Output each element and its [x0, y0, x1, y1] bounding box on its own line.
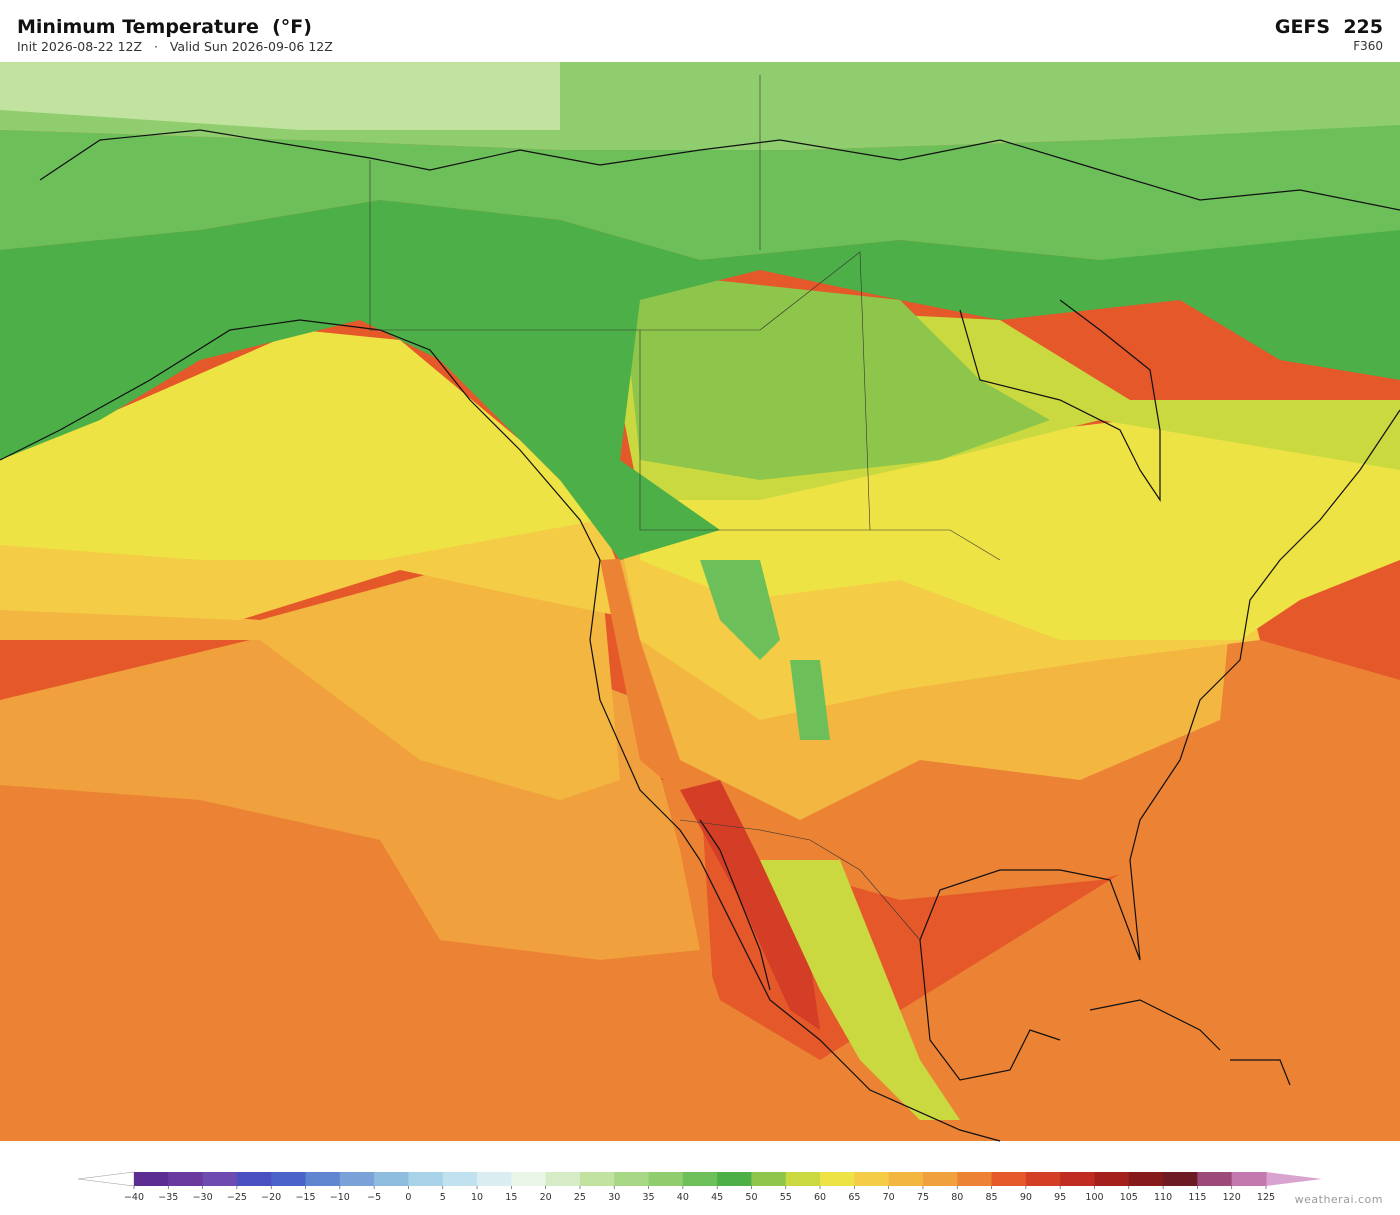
temperature-field — [0, 62, 1400, 1141]
colorbar-swatch — [991, 1172, 1027, 1186]
borders — [369, 75, 1001, 941]
colorbar-tick-label: 125 — [1257, 1192, 1275, 1203]
colorbar-swatch — [271, 1172, 307, 1186]
colorbar-swatch — [477, 1172, 512, 1186]
colorbar-tick-label: 55 — [780, 1192, 792, 1203]
colorbar-tick-label: −35 — [158, 1192, 178, 1203]
colorbar-swatch — [579, 1172, 615, 1186]
colorbar-tick-label: 35 — [642, 1192, 654, 1203]
colorbar-swatch — [168, 1172, 204, 1186]
map-title: Minimum Temperature (°F) — [17, 16, 312, 38]
colorbar-swatch — [614, 1172, 650, 1186]
colorbar-swatch — [236, 1172, 272, 1186]
colorbar-swatch — [1163, 1172, 1198, 1186]
colorbar-tick-label: 65 — [848, 1192, 860, 1203]
colorbar-swatch — [1025, 1172, 1061, 1186]
colorbar-tick-label: 85 — [986, 1192, 998, 1203]
colorbar-tick-label: −30 — [193, 1192, 213, 1203]
colorbar-tick-label: 0 — [405, 1192, 411, 1203]
colorbar-tick-label: 45 — [711, 1192, 723, 1203]
colorbar-tick-label: 100 — [1085, 1192, 1103, 1203]
colorbar-swatch — [545, 1172, 581, 1186]
colorbar-swatch — [202, 1172, 238, 1186]
colorbar-tick-label: 40 — [677, 1192, 689, 1203]
colorbar-swatch — [511, 1172, 547, 1186]
colorbar-swatch — [785, 1172, 821, 1186]
watermark: weatherai.com — [1294, 1193, 1383, 1206]
colorbar-tick-label: 90 — [1020, 1192, 1032, 1203]
colorbar-swatch — [820, 1172, 855, 1186]
colorbar-tick-label: 50 — [745, 1192, 757, 1203]
colorbar-tick-label: −15 — [295, 1192, 315, 1203]
colorbar-tick-label: −10 — [330, 1192, 350, 1203]
colorbar-tick-label: 20 — [540, 1192, 552, 1203]
colorbar-swatch — [408, 1172, 444, 1186]
colorbar-swatch — [682, 1172, 718, 1186]
colorbar-tick-label: 15 — [505, 1192, 517, 1203]
colorbar-tick-label: 115 — [1188, 1192, 1206, 1203]
colorbar-swatch — [717, 1172, 752, 1186]
colorbar-swatch — [1197, 1172, 1233, 1186]
model-name: GEFS 225 — [1274, 16, 1383, 38]
colorbar-tick-label: 95 — [1054, 1192, 1066, 1203]
colorbar-over — [1266, 1172, 1322, 1186]
colorbar-tick-label: −5 — [367, 1192, 381, 1203]
colorbar-tick-label: 70 — [883, 1192, 895, 1203]
colorbar-tick-label: −25 — [227, 1192, 247, 1203]
colorbar-swatch — [1231, 1172, 1267, 1186]
colorbar: −40 −35 −30 −25 −20 −15 −10 −5 0 5 10 15 20 25 30 35 40 4… — [77, 1171, 1322, 1203]
run-info: Init 2026-08-22 12Z · Valid Sun 2026-09-… — [17, 39, 333, 54]
colorbar-swatch — [1128, 1172, 1164, 1186]
colorbar-swatch — [374, 1172, 409, 1186]
colorbar-swatch — [339, 1172, 375, 1186]
colorbar-tick-label: 5 — [440, 1192, 446, 1203]
colorbar-swatch — [305, 1172, 341, 1186]
colorbar-tick-label: 120 — [1223, 1192, 1241, 1203]
colorbar-tick-label: 75 — [917, 1192, 929, 1203]
colorbar-swatch — [1060, 1172, 1095, 1186]
colorbar-tick-label: 30 — [608, 1192, 620, 1203]
colorbar-swatch — [648, 1172, 684, 1186]
colorbar-swatch — [442, 1172, 478, 1186]
forecast-hour: F360 — [1353, 39, 1383, 53]
colorbar-swatch — [1094, 1172, 1130, 1186]
colorbar-tick-label: 10 — [471, 1192, 483, 1203]
colorbar-tick-label: −20 — [261, 1192, 281, 1203]
colorbar-tick-label: 110 — [1154, 1192, 1172, 1203]
colorbar-swatch — [854, 1172, 890, 1186]
colorbar-swatch — [888, 1172, 924, 1186]
colorbar-swatch — [922, 1172, 958, 1186]
coastlines — [0, 129, 1400, 1142]
colorbar-swatch — [134, 1172, 169, 1186]
colorbar-tick-label: 105 — [1120, 1192, 1138, 1203]
colorbar-tick-label: −40 — [124, 1192, 144, 1203]
colorbar-tick-label: 60 — [814, 1192, 826, 1203]
colorbar-tick-label: 80 — [951, 1192, 963, 1203]
colorbar-swatch — [751, 1172, 787, 1186]
colorbar-tick-label: 25 — [574, 1192, 586, 1203]
colorbar-under — [77, 1171, 135, 1187]
colorbar-swatch — [957, 1172, 993, 1186]
